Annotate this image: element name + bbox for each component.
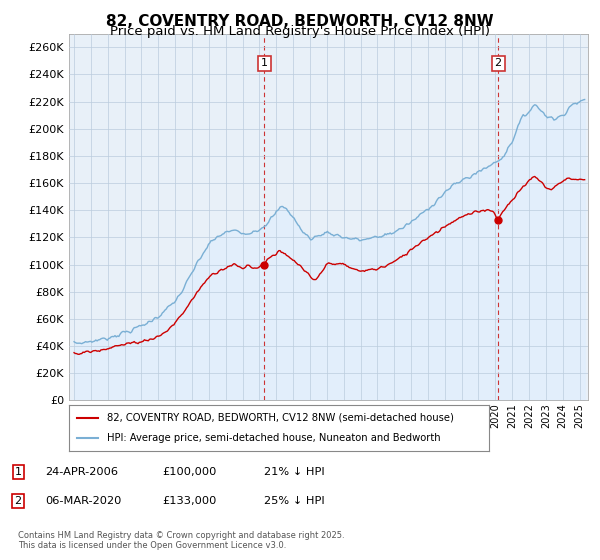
Text: 2: 2	[14, 496, 22, 506]
Text: 2: 2	[494, 58, 502, 68]
Text: Price paid vs. HM Land Registry's House Price Index (HPI): Price paid vs. HM Land Registry's House …	[110, 25, 490, 38]
Text: 1: 1	[261, 58, 268, 68]
Text: 06-MAR-2020: 06-MAR-2020	[45, 496, 121, 506]
Text: 25% ↓ HPI: 25% ↓ HPI	[264, 496, 325, 506]
Text: 24-APR-2006: 24-APR-2006	[45, 466, 118, 477]
Text: 82, COVENTRY ROAD, BEDWORTH, CV12 8NW (semi-detached house): 82, COVENTRY ROAD, BEDWORTH, CV12 8NW (s…	[107, 413, 454, 423]
Text: 21% ↓ HPI: 21% ↓ HPI	[264, 466, 325, 477]
Text: HPI: Average price, semi-detached house, Nuneaton and Bedworth: HPI: Average price, semi-detached house,…	[107, 433, 440, 443]
Text: Contains HM Land Registry data © Crown copyright and database right 2025.
This d: Contains HM Land Registry data © Crown c…	[18, 530, 344, 550]
Text: 82, COVENTRY ROAD, BEDWORTH, CV12 8NW: 82, COVENTRY ROAD, BEDWORTH, CV12 8NW	[106, 14, 494, 29]
Text: 1: 1	[14, 466, 22, 477]
Text: £133,000: £133,000	[162, 496, 217, 506]
Text: £100,000: £100,000	[162, 466, 217, 477]
